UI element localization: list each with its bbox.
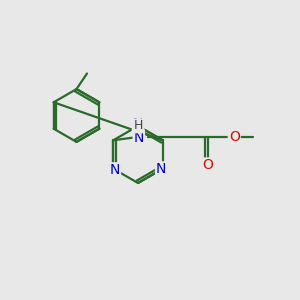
Text: N: N [134, 131, 144, 145]
Text: H: H [134, 119, 143, 132]
Text: N: N [133, 118, 143, 131]
Text: N: N [156, 162, 166, 176]
Text: N: N [110, 163, 120, 177]
Text: O: O [202, 158, 213, 172]
Text: O: O [229, 130, 240, 144]
